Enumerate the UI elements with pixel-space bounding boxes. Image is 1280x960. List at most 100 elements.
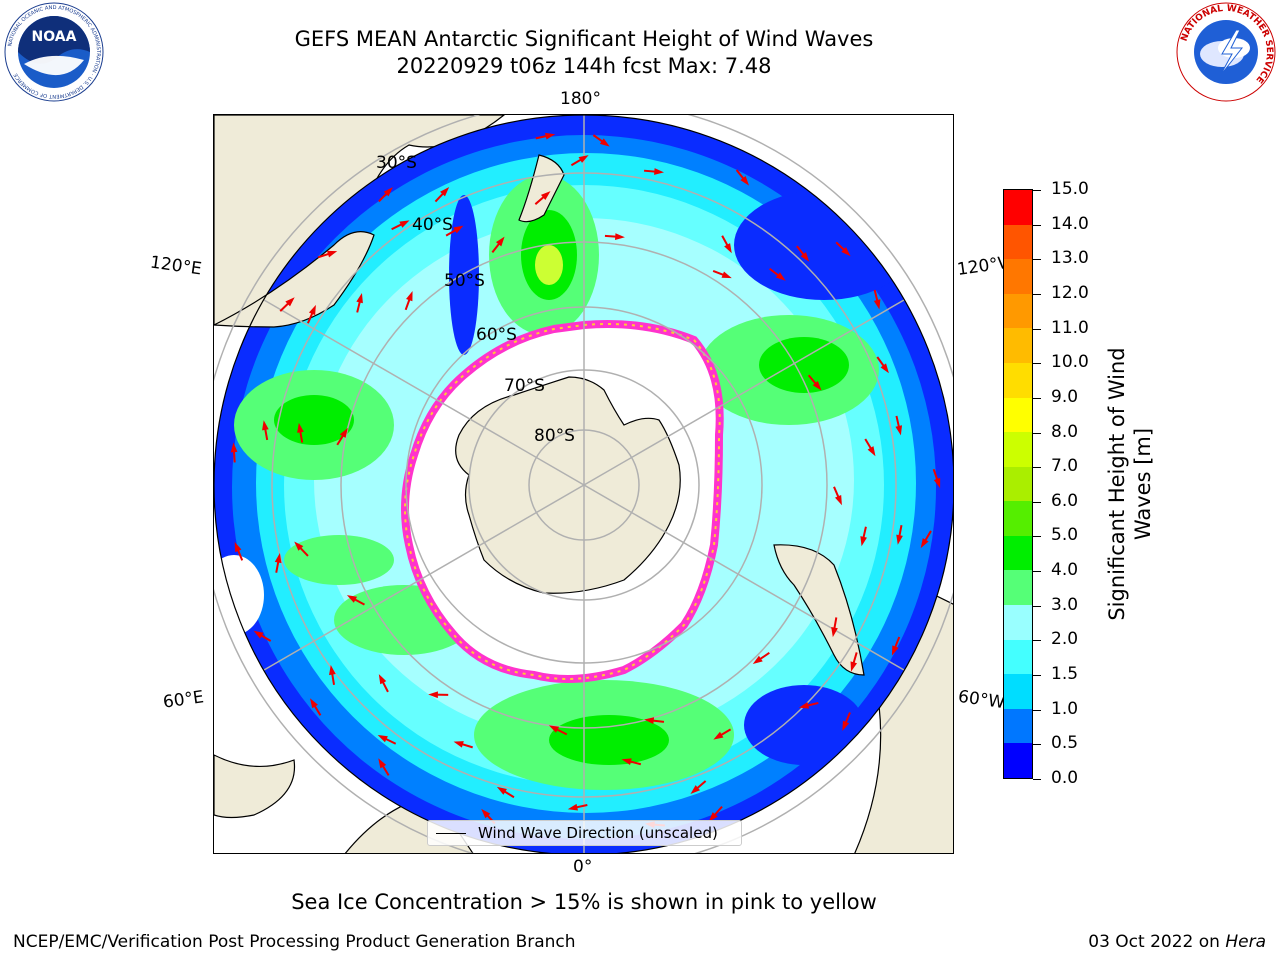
wave-arrow-head <box>752 655 763 665</box>
colorbar-segment <box>1004 362 1032 398</box>
wave-arrow-head <box>329 665 336 676</box>
wave-arrow-head <box>262 420 269 431</box>
colorbar-tick-label: 2.0 <box>1051 629 1079 650</box>
map-title: GEFS MEAN Antarctic Significant Height o… <box>294 27 874 51</box>
wave-arrow-head <box>614 233 625 240</box>
colorbar-segment <box>1004 258 1032 294</box>
colorbar <box>1003 189 1033 779</box>
wave-arrow-head <box>873 299 881 310</box>
wave-arrow-head <box>540 191 551 201</box>
wave-arrow-head <box>495 236 505 247</box>
land-inside <box>214 154 865 676</box>
colorbar-tick <box>1033 467 1041 469</box>
colorbar-segment <box>1004 535 1032 571</box>
wave-arrow-head <box>378 674 387 685</box>
colorbar-tick <box>1033 224 1041 226</box>
wave-arrow-head <box>831 627 838 638</box>
wave-arrow-head <box>230 442 238 453</box>
colorbar-tick-label: 1.0 <box>1051 698 1079 719</box>
colorbar-segment <box>1004 224 1032 260</box>
wave-arrow-head <box>644 717 655 725</box>
wave-arrow-head <box>356 293 363 304</box>
wave-arrow-head <box>880 363 889 374</box>
colorbar-segment <box>1004 500 1032 536</box>
wave-arrow-head <box>891 645 899 656</box>
lon-label-60e: 60°E <box>161 687 206 713</box>
colorbar-tick <box>1033 536 1041 538</box>
colorbar-segment <box>1004 397 1032 433</box>
colorbar-tick-label: 7.0 <box>1051 456 1079 477</box>
legend-label: Wind Wave Direction (unscaled) <box>478 824 718 842</box>
colorbar-tick-label: 9.0 <box>1051 386 1079 407</box>
colorbar-tick <box>1033 571 1041 573</box>
wave-arrow-head <box>383 187 393 197</box>
wave-arrow-head <box>310 698 318 709</box>
credit-branch: NCEP/EMC/Verification Post Processing Pr… <box>13 932 576 952</box>
wave-arrow-head <box>895 425 903 436</box>
lat-label-50s: 50°S <box>444 271 485 291</box>
wave-arrow-head <box>440 187 450 197</box>
wave-arrow-head <box>453 741 464 748</box>
wave-arrow-head <box>834 494 842 506</box>
wave-arrow-head <box>841 247 851 257</box>
wave-arrow-head <box>496 786 507 795</box>
colorbar-tick-label: 0.0 <box>1051 768 1079 788</box>
wave-arrow-head <box>867 446 876 457</box>
colorbar-tick-label: 3.0 <box>1051 594 1079 615</box>
lon-label-60w: 60°W <box>956 686 1007 714</box>
credit-machine: Hera <box>1225 932 1266 952</box>
colorbar-segment <box>1004 604 1032 640</box>
lat-label-60s: 60°S <box>476 325 517 345</box>
polar-map: 30°S 40°S 50°S 60°S 70°S 80°S Wind Wave … <box>213 114 954 854</box>
colorbar-segment <box>1004 466 1032 502</box>
wave-arrow-head <box>775 272 786 281</box>
lat-label-80s: 80°S <box>534 426 575 446</box>
lon-label-120e: 120°E <box>148 252 203 280</box>
map-legend: Wind Wave Direction (unscaled) <box>427 820 742 846</box>
wave-arrow-head <box>740 175 750 186</box>
colorbar-tick-label: 15.0 <box>1051 179 1089 199</box>
colorbar-label: Significant Height of Wind Waves [m] <box>1105 347 1155 621</box>
wave-arrow-head <box>453 225 464 234</box>
sea-ice-note: Sea Ice Concentration > 15% is shown in … <box>291 890 877 914</box>
colorbar-tick-label: 13.0 <box>1051 248 1089 269</box>
lat-label-70s: 70°S <box>504 376 545 396</box>
colorbar-tick <box>1033 259 1041 261</box>
colorbar-tick-label: 4.0 <box>1051 560 1079 581</box>
colorbar-tick-label: 6.0 <box>1051 490 1079 511</box>
lat-label-40s: 40°S <box>412 215 453 235</box>
wave-arrow-head <box>294 541 304 551</box>
colorbar-tick <box>1033 744 1041 746</box>
lat-label-30s: 30°S <box>376 153 417 173</box>
colorbar-tick-label: 14.0 <box>1051 213 1089 234</box>
colorbar-tick <box>1033 432 1041 434</box>
colorbar-segment <box>1004 708 1032 744</box>
colorbar-tick <box>1033 779 1041 780</box>
wave-arrow-head <box>800 252 810 262</box>
colorbar-segment <box>1004 742 1032 778</box>
colorbar-segment <box>1004 639 1032 675</box>
wave-arrow-head <box>578 155 589 163</box>
lon-label-180: 180° <box>560 89 601 109</box>
wave-direction-arrows <box>230 132 941 829</box>
wave-arrow-head <box>798 702 810 709</box>
wave-arrow-head <box>850 661 858 672</box>
wave-arrow-head <box>406 291 413 302</box>
wave-arrow-head <box>860 536 867 547</box>
wave-arrow-head <box>297 422 304 433</box>
colorbar-segment <box>1004 431 1032 467</box>
wave-arrow-head <box>724 243 732 254</box>
wave-arrow-head <box>842 720 850 731</box>
wave-arrow-head <box>326 250 338 258</box>
antarctica <box>455 376 681 594</box>
colorbar-tick <box>1033 640 1041 642</box>
colorbar-tick-label: 8.0 <box>1051 421 1079 442</box>
wave-arrow-head <box>708 812 718 822</box>
wave-arrow-head <box>654 168 664 175</box>
colorbar-tick-label: 11.0 <box>1051 317 1089 338</box>
colorbar-tick-label: 1.5 <box>1051 664 1079 685</box>
colorbar-segment <box>1004 569 1032 606</box>
credit-date-text: 03 Oct 2022 on <box>1088 932 1226 952</box>
wave-arrow-head <box>896 534 903 545</box>
colorbar-tick-label: 10.0 <box>1051 352 1089 373</box>
